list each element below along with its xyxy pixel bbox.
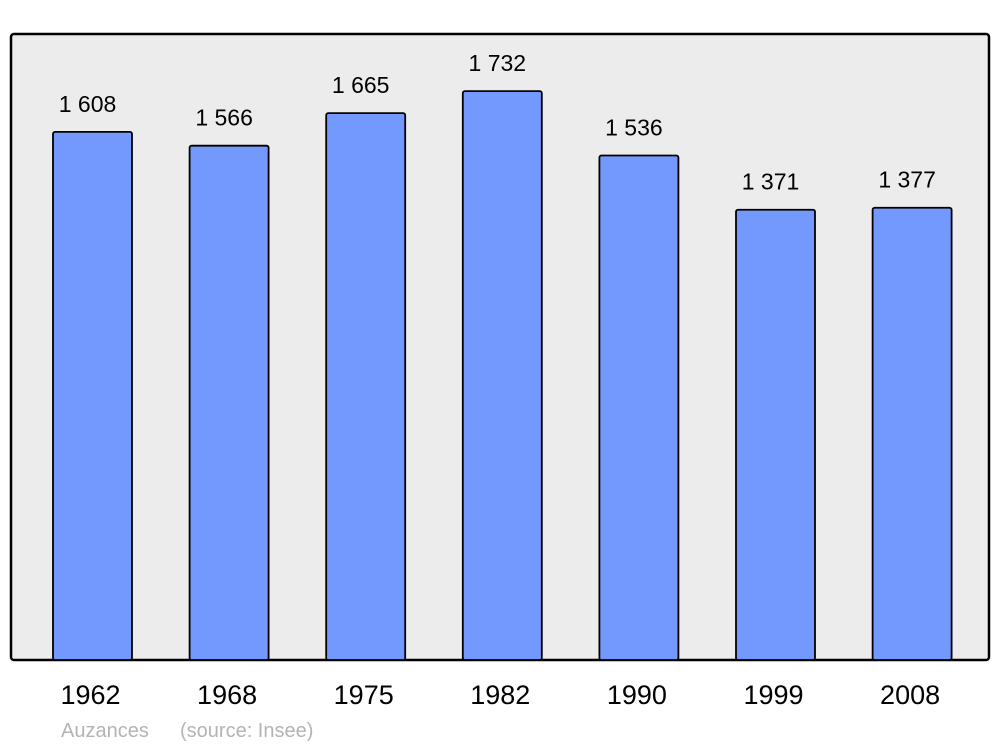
- bar-1968: [188, 144, 270, 661]
- bar-1982: [461, 90, 543, 661]
- x-tick-label: 1968: [197, 680, 257, 710]
- bar-2008: [871, 206, 953, 661]
- data-label: 1 566: [195, 105, 253, 131]
- data-label: 1 377: [878, 167, 936, 193]
- data-label: 1 371: [742, 169, 800, 195]
- data-label: 1 536: [605, 115, 663, 141]
- x-tick-label: 1990: [607, 680, 667, 710]
- data-label: 1 608: [59, 91, 117, 117]
- x-tick-label: 1982: [470, 680, 530, 710]
- data-label: 1 665: [332, 72, 390, 98]
- bar-1999: [735, 208, 816, 661]
- bar-1990: [598, 154, 680, 661]
- footer-place: Auzances: [61, 720, 149, 742]
- bar-1962: [52, 130, 133, 661]
- x-tick-label: 1975: [334, 680, 394, 710]
- x-tick-label: 1962: [60, 680, 120, 710]
- footer-source: (source: Insee): [180, 720, 313, 742]
- bar-1975: [325, 112, 407, 661]
- x-tick-label: 1999: [743, 680, 803, 710]
- x-tick-label: 2008: [880, 680, 940, 710]
- data-label: 1 732: [469, 50, 527, 76]
